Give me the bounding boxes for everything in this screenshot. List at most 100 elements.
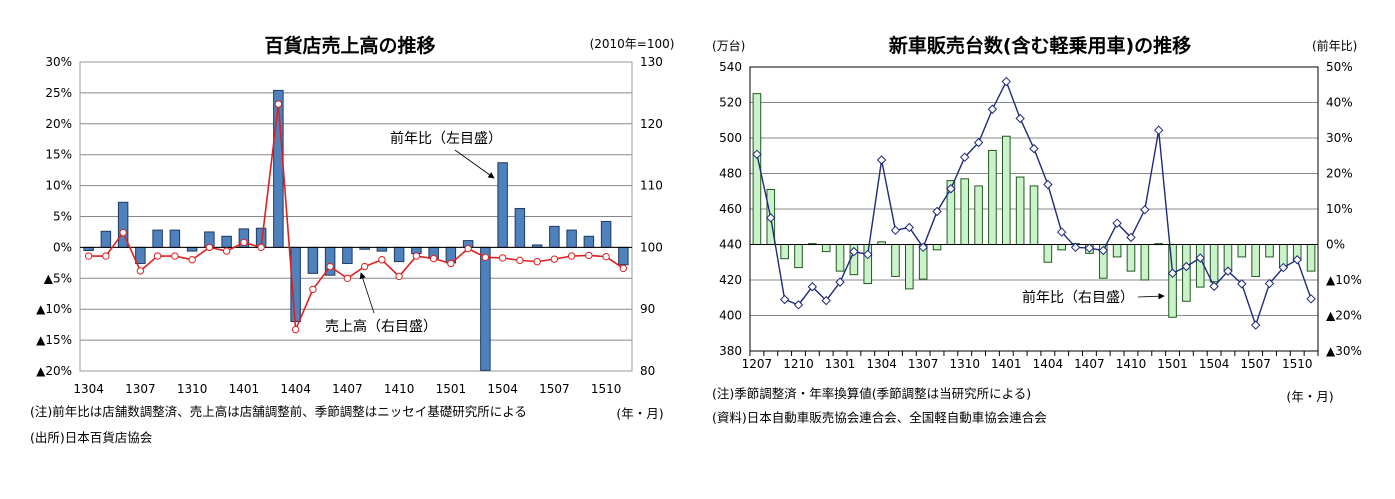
- point-1301: [835, 277, 845, 287]
- bar-1510: [600, 220, 612, 248]
- point-1509: [1278, 262, 1289, 273]
- x-tick-label: 1510: [1282, 357, 1313, 371]
- x-axis-unit: (年・月): [616, 406, 663, 421]
- point-1410: [1126, 232, 1136, 243]
- left-axis-tick-label: 15%: [45, 148, 72, 162]
- bar-1505: [514, 207, 526, 248]
- point-1511: [1306, 294, 1316, 304]
- chart-title: 新車販売台数(含む軽乗用車)の推移: [889, 34, 1191, 57]
- right-axis-tick-label: 90: [640, 302, 655, 316]
- left-axis-tick-label: ▲15%: [36, 333, 72, 347]
- annotation-arrow: [1137, 293, 1165, 300]
- left-axis-tick-label: 480: [719, 167, 742, 181]
- bar-1511: [618, 246, 629, 266]
- point-1402: [257, 243, 265, 252]
- x-tick-label: 1307: [125, 382, 156, 396]
- point-1408: [360, 262, 369, 271]
- bar-1305: [100, 230, 112, 248]
- bar-1404: [1043, 244, 1053, 263]
- bar-1507: [549, 225, 560, 248]
- point-1309: [171, 252, 179, 260]
- bar-1308: [152, 229, 163, 248]
- right-axis-tick-label: 30%: [1326, 131, 1353, 145]
- point-1210: [793, 300, 804, 310]
- bar-1210: [794, 244, 803, 269]
- bar-1312: [988, 149, 997, 245]
- chart-subtitle: (2010年=100): [590, 37, 675, 51]
- left-axis-tick-label: 30%: [45, 55, 72, 69]
- point-1406: [326, 262, 334, 271]
- bar-1403: [1029, 185, 1039, 246]
- point-1401: [240, 238, 248, 247]
- point-1508: [1264, 278, 1275, 289]
- right-axis-tick-label: 50%: [1326, 60, 1353, 74]
- x-tick-label: 1407: [332, 382, 363, 396]
- left-axis-tick-label: 400: [719, 309, 742, 323]
- point-1404: [291, 325, 300, 334]
- point-1208: [766, 213, 776, 223]
- point-1508: [567, 252, 576, 260]
- bar-1305: [891, 244, 900, 277]
- point-1504: [1209, 281, 1219, 292]
- right-axis-tick-label: 110: [640, 179, 663, 193]
- point-1211: [807, 282, 818, 292]
- point-1407: [1084, 243, 1095, 253]
- x-tick-label: 1507: [1240, 357, 1271, 371]
- left-axis-tick-label: 520: [719, 96, 742, 110]
- right-axis-tick-label: 80: [640, 364, 655, 378]
- bar-1310: [960, 178, 970, 245]
- left-axis-tick-label: ▲10%: [36, 302, 72, 316]
- point-1306: [904, 222, 915, 233]
- point-1403: [1029, 143, 1039, 154]
- x-tick-label: 1307: [908, 357, 939, 371]
- point-1412: [1153, 125, 1164, 135]
- right-axis-tick-label: 10%: [1326, 202, 1353, 216]
- x-tick-label: 1501: [436, 382, 467, 396]
- bar-1502: [1182, 244, 1191, 302]
- bar-1405: [1057, 244, 1067, 251]
- bar-1507: [1251, 244, 1260, 277]
- point-1310: [188, 256, 196, 264]
- bar-1503: [480, 246, 491, 371]
- point-1304: [876, 155, 887, 165]
- left-axis-tick-label: 25%: [45, 86, 72, 100]
- bar-1405: [307, 246, 319, 274]
- point-1308: [153, 252, 162, 260]
- bar-1301: [835, 244, 845, 272]
- bar-1308: [932, 244, 942, 251]
- bar-1508: [566, 229, 577, 248]
- x-tick-label: 1404: [280, 382, 311, 396]
- bar-1410: [393, 246, 405, 263]
- bar-1504: [497, 162, 508, 248]
- x-tick-label: 1504: [1199, 357, 1230, 371]
- bar-1212: [821, 244, 831, 253]
- point-1304: [84, 252, 93, 260]
- point-1212: [821, 295, 831, 306]
- point-1509: [585, 251, 593, 260]
- bar-1409: [376, 246, 388, 252]
- point-1510: [602, 252, 610, 261]
- right-axis-tick-label: 20%: [1326, 167, 1353, 181]
- plot-area: [749, 66, 1319, 352]
- point-1506: [533, 257, 541, 266]
- point-1502: [464, 244, 472, 253]
- point-1306: [119, 228, 127, 237]
- x-tick-label: 1401: [229, 382, 260, 396]
- right-axis-tick-label: 100: [640, 240, 663, 254]
- point-1405: [309, 285, 317, 294]
- point-1303: [863, 249, 873, 260]
- series-label-yoy: 前年比（左目盛）: [390, 130, 502, 147]
- annotation-arrow: [454, 149, 495, 179]
- point-1410: [395, 272, 403, 281]
- right-axis-tick-label: ▲10%: [1326, 273, 1362, 287]
- point-1309: [946, 184, 956, 194]
- bar-1501: [1168, 244, 1177, 318]
- left-axis-tick-label: 420: [719, 273, 742, 287]
- point-1310: [960, 152, 970, 162]
- point-1307: [918, 242, 928, 253]
- bar-1306: [905, 244, 914, 290]
- x-tick-label: 1504: [487, 382, 518, 396]
- right-axis-unit: (前年比): [1312, 38, 1357, 53]
- bar-1411: [1140, 244, 1150, 281]
